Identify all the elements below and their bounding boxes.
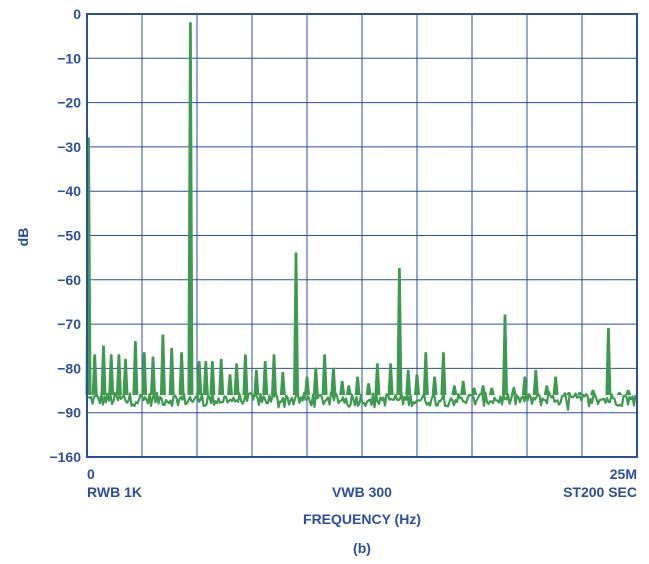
spectral-peak <box>405 369 412 396</box>
spectral-peak <box>510 387 517 396</box>
spectral-peak <box>396 267 403 396</box>
spectral-peak <box>543 385 550 396</box>
spectral-peak <box>202 361 209 396</box>
x-tick-label-start: 0 <box>87 466 95 482</box>
y-tick-label: −90 <box>57 405 81 421</box>
plot-frame <box>86 13 638 458</box>
y-tick-label: −40 <box>57 183 81 199</box>
spectral-peak <box>616 392 623 396</box>
spectral-peak <box>451 385 458 396</box>
y-tick-labels: 0 −10 −20 −30 −40 −50 −60 −70 −80 −90 −160 <box>49 6 81 465</box>
spectral-peak <box>354 376 361 396</box>
footer-center: VWB 300 <box>332 484 392 500</box>
spectral-peak <box>141 352 148 396</box>
spectral-peak <box>321 354 328 396</box>
spectral-peak <box>414 374 420 396</box>
spectral-peak <box>312 367 319 396</box>
spectral-peak <box>187 22 194 396</box>
spectral-peak <box>159 334 166 396</box>
spectral-peak <box>339 380 346 396</box>
y-axis-label: dB <box>15 228 31 247</box>
y-tick-label: −60 <box>57 272 81 288</box>
spectral-peak <box>262 361 269 396</box>
spectral-peak <box>132 341 139 396</box>
noise-floor-trace <box>87 386 637 411</box>
y-tick-label: −160 <box>49 449 81 465</box>
spectral-peak <box>108 354 115 396</box>
spectral-peak <box>218 358 225 396</box>
spectral-peak <box>115 354 122 396</box>
x-axis-label: FREQUENCY (Hz) <box>303 511 421 527</box>
spectral-peak <box>100 345 107 396</box>
spectral-peak <box>374 363 381 396</box>
spectral-peak <box>471 387 478 396</box>
spectral-peak <box>271 354 277 396</box>
spectral-peak <box>209 361 216 396</box>
y-tick-label: −20 <box>57 95 81 111</box>
y-tick-label: −50 <box>57 228 81 244</box>
spectral-peak <box>480 385 486 396</box>
footer-left: RWB 1K <box>87 484 142 500</box>
chart-caption: (b) <box>353 540 371 556</box>
y-tick-label: −80 <box>57 360 81 376</box>
footer-right: ST200 SEC <box>563 484 637 500</box>
x-tick-label-end: 25M <box>610 466 637 482</box>
y-tick-label: 0 <box>73 6 81 22</box>
y-tick-label: −30 <box>57 139 81 155</box>
spectral-peak <box>168 347 175 396</box>
spectral-peak <box>431 376 438 396</box>
spectral-peak <box>304 376 310 396</box>
spectral-peak <box>345 385 352 396</box>
spectral-peak <box>242 354 249 396</box>
spectral-peak <box>502 314 508 396</box>
spectral-peak <box>227 374 233 396</box>
spectral-peak <box>387 363 394 396</box>
spectral-peak <box>565 392 572 396</box>
spectral-peak <box>605 327 612 396</box>
spectral-peak <box>625 389 632 396</box>
spectral-peak <box>150 356 156 396</box>
spectral-peak <box>91 354 98 396</box>
spectral-peak <box>279 372 286 396</box>
spectral-peak <box>253 369 260 396</box>
spectral-peak <box>440 352 447 396</box>
spectral-peak <box>196 361 203 396</box>
spectral-peak <box>488 387 495 396</box>
spectral-peak <box>552 376 559 396</box>
spectral-peak <box>532 369 539 396</box>
spectral-peak <box>330 367 337 396</box>
y-tick-label: −10 <box>57 50 81 66</box>
spectral-peak <box>521 376 528 396</box>
spectral-peak <box>365 383 372 396</box>
spectral-peak <box>178 352 185 396</box>
spectral-peak <box>422 352 429 396</box>
spectral-peak <box>576 392 583 396</box>
spectral-peak <box>590 389 596 396</box>
spectral-peak <box>460 380 467 396</box>
y-tick-label: −70 <box>57 316 81 332</box>
trace-layer <box>85 22 637 411</box>
spectral-peak <box>122 358 129 396</box>
spectral-peak <box>233 363 240 396</box>
spectral-peak <box>293 252 299 396</box>
grid <box>87 14 637 457</box>
